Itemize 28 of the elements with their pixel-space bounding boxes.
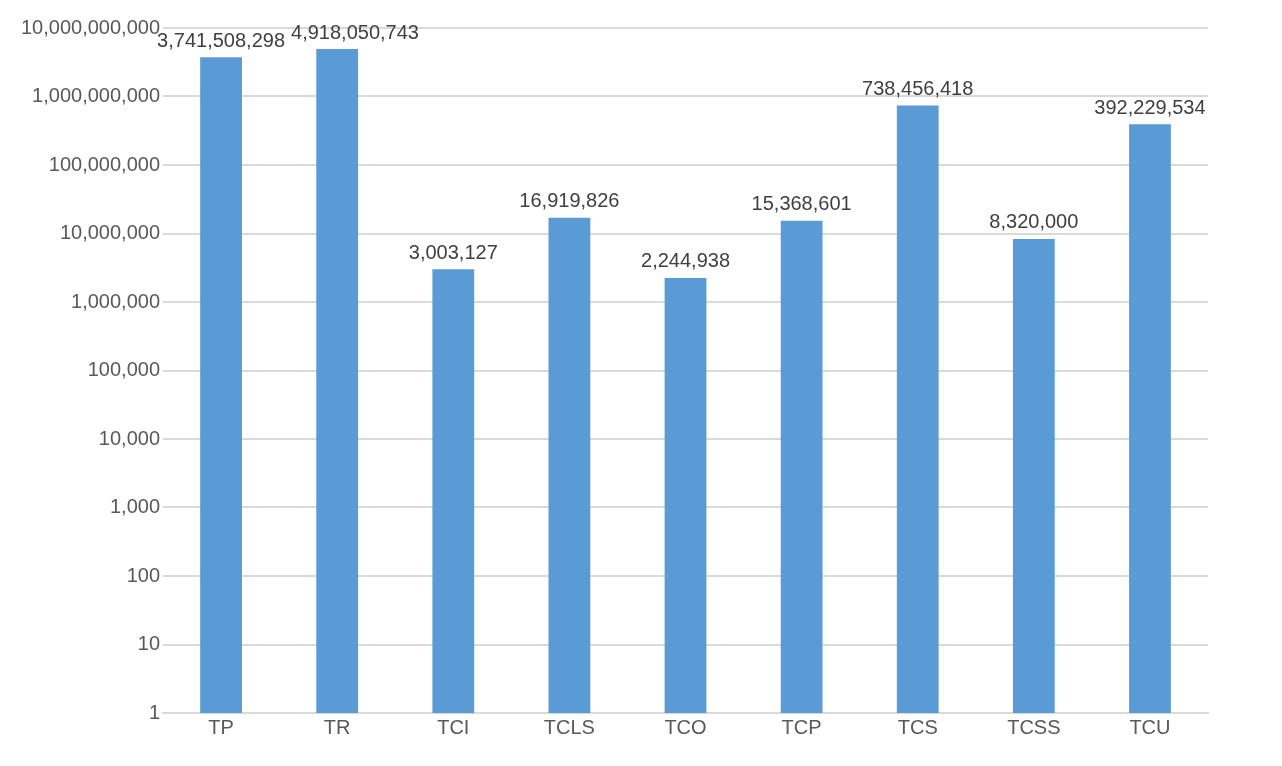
x-tick-label: TCU — [1129, 715, 1171, 738]
data-label: 3,003,127 — [408, 240, 498, 263]
y-tick-label: 100,000 — [87, 358, 161, 381]
data-label: 392,229,534 — [1094, 95, 1206, 118]
x-tick-label: TCI — [437, 715, 470, 738]
y-tick-label: 10,000,000 — [59, 221, 161, 244]
x-tick-label: TP — [208, 715, 234, 738]
x-tick-label: TCSS — [1007, 715, 1061, 738]
data-label: 8,320,000 — [989, 210, 1079, 233]
y-tick-label: 10,000 — [98, 426, 161, 449]
x-tick-label: TCO — [664, 715, 707, 738]
y-tick-label: 1,000,000,000 — [32, 84, 161, 107]
data-label: 2,244,938 — [641, 249, 730, 272]
x-tick-label: TCP — [781, 715, 822, 738]
y-tick-label: 100,000,000 — [48, 152, 161, 175]
y-tick-label: 1,000 — [109, 495, 161, 518]
data-label: 4,918,050,743 — [291, 20, 419, 43]
data-label: 16,919,826 — [519, 189, 620, 212]
x-tick-label: TCS — [897, 715, 938, 738]
data-label: 738,456,418 — [862, 77, 974, 100]
y-tick-label: 10 — [137, 632, 161, 655]
y-tick-label: 10,000,000,000 — [20, 15, 161, 38]
y-tick-label: 1 — [148, 700, 161, 723]
data-label: 15,368,601 — [751, 192, 852, 215]
x-tick-label: TR — [323, 715, 351, 738]
y-tick-label: 1,000,000 — [71, 289, 161, 312]
x-tick-label: TCLS — [543, 715, 595, 738]
y-tick-label: 100 — [126, 563, 161, 586]
